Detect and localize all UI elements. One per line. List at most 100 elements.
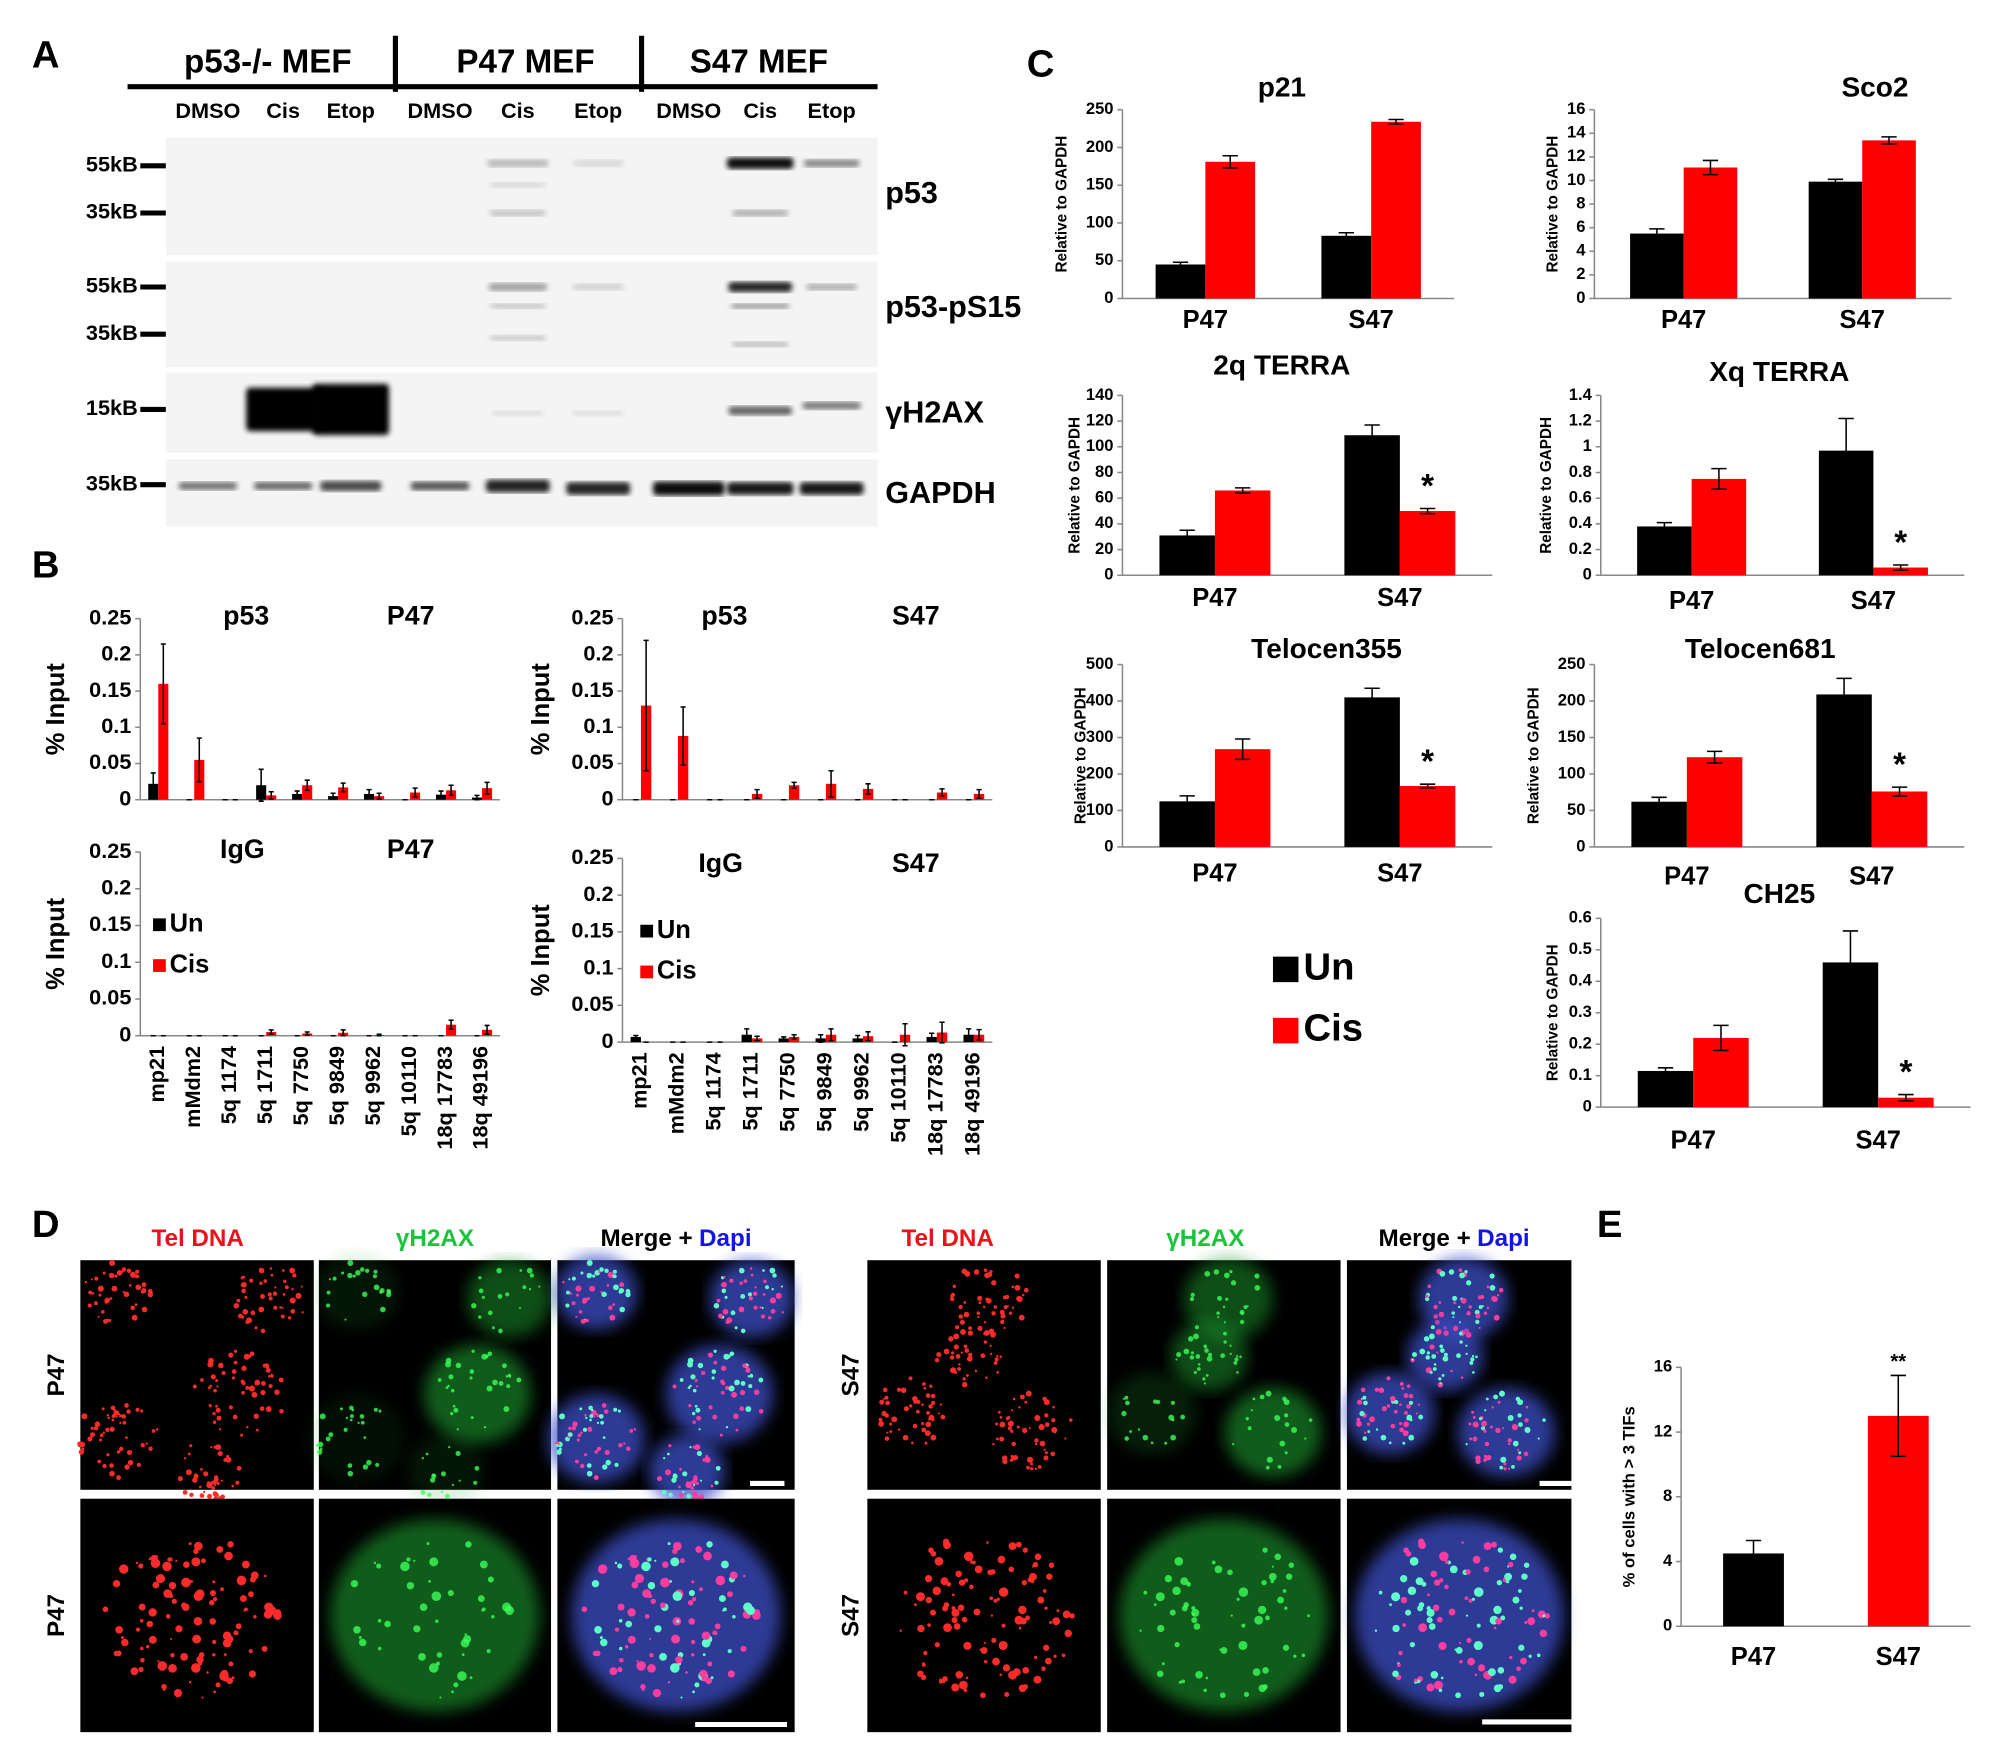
merge-spot (1455, 1692, 1461, 1699)
telomere-spot (939, 1403, 943, 1406)
merge-spot (601, 1403, 607, 1408)
y-tick-label: 0.15 (571, 918, 613, 943)
merge-spot (1409, 1418, 1413, 1422)
merge-spot (688, 1618, 695, 1625)
merge-spot (586, 1272, 593, 1279)
merge-spot (687, 1386, 691, 1390)
telomere-spot (148, 1446, 153, 1451)
blot-band (489, 335, 546, 341)
merge-spot (1497, 1667, 1505, 1674)
merge-spot (1433, 1363, 1437, 1366)
merge-spot (1451, 1311, 1456, 1315)
telomere-spot (924, 1575, 933, 1583)
telomere-spot (993, 1305, 998, 1309)
x-tick-label: P47 (1183, 306, 1228, 334)
merge-spot (1512, 1440, 1519, 1447)
telomere-spot (1012, 1668, 1021, 1677)
merge-spot (682, 1471, 688, 1477)
telomere-spot (1000, 1319, 1005, 1325)
merge-spot (669, 1580, 673, 1583)
nucleus (316, 1254, 398, 1330)
h2ax-focus (456, 1428, 459, 1431)
y-tick-label: 250 (1086, 99, 1114, 118)
telomere-spot (977, 1315, 980, 1319)
telomere-spot (90, 1435, 93, 1439)
merge-spot (614, 1627, 620, 1632)
merge-spot (649, 1637, 652, 1640)
h2ax-focus (1156, 1400, 1161, 1405)
error-bar (1890, 1374, 1906, 1458)
h2ax-focus (1283, 1399, 1290, 1406)
error-bar (268, 791, 274, 800)
telomere-spot (90, 1278, 93, 1281)
h2ax-focus (445, 1357, 452, 1364)
telomere-spot (1052, 1405, 1055, 1409)
telomere-spot (175, 1625, 183, 1633)
telomere-spot (969, 1584, 974, 1590)
merge-spot (740, 1645, 747, 1652)
telomere-spot (1044, 1606, 1048, 1610)
merge-spot (633, 1428, 637, 1431)
telomere-spot (924, 1430, 931, 1437)
telomere-spot (921, 1403, 924, 1406)
merge-spot (1476, 1623, 1481, 1628)
merge-spot (1426, 1606, 1431, 1611)
merge-spot (692, 1492, 699, 1498)
h2ax-focus (1193, 1370, 1197, 1374)
merge-spot (705, 1677, 712, 1685)
y-axis-label: % Input (42, 663, 70, 756)
merge-spot (600, 1638, 608, 1647)
h2ax-focus (1284, 1451, 1288, 1455)
telomere-spot (955, 1570, 962, 1578)
telomere-spot (177, 1476, 183, 1482)
row-label: S47 (837, 1594, 864, 1637)
telomere-spot (138, 1666, 144, 1673)
merge-spot (1471, 1597, 1475, 1601)
legend-label: Cis (170, 950, 210, 978)
legend-label: Un (657, 916, 691, 944)
h2ax-focus (1234, 1357, 1239, 1362)
merge-spot (1496, 1293, 1500, 1297)
telomere-spot (936, 1352, 942, 1358)
h2ax-focus (349, 1414, 354, 1419)
h2ax-focus (498, 1381, 504, 1386)
telomere-spot (240, 1379, 245, 1384)
merge-spot (1402, 1430, 1409, 1437)
merge-spot (679, 1378, 684, 1382)
merge-spot (619, 1282, 625, 1288)
h2ax-focus (450, 1388, 455, 1393)
telomere-spot (213, 1388, 217, 1393)
merge-spot (1473, 1640, 1483, 1651)
telomere-spot (114, 1274, 118, 1278)
merge-spot (592, 1274, 596, 1278)
telomere-spot (125, 1436, 128, 1439)
telomere-spot (966, 1355, 973, 1362)
merge-spot (740, 1294, 746, 1299)
h2ax-focus (1187, 1336, 1194, 1342)
micrograph (867, 1260, 1101, 1490)
merge-spot (647, 1557, 652, 1562)
merge-spot (1356, 1420, 1362, 1427)
merge-spot (1542, 1614, 1546, 1618)
x-tick-label: 18q 49196 (468, 1046, 493, 1150)
telomere-spot (263, 1279, 268, 1283)
merge-spot (1386, 1404, 1391, 1408)
y-tick-label: 1.4 (1569, 385, 1593, 404)
h2ax-focus (428, 1663, 439, 1673)
telomere-spot (131, 1314, 138, 1321)
merge-spot (728, 1385, 735, 1392)
telomere-spot (259, 1281, 263, 1286)
h2ax-focus (1268, 1572, 1277, 1581)
telomere-spot (951, 1593, 955, 1597)
h2ax-focus (455, 1450, 461, 1457)
merge-spot (1405, 1609, 1412, 1616)
merge-spot (1374, 1629, 1378, 1632)
significance: * (1421, 468, 1434, 505)
merge-spot (609, 1667, 618, 1676)
merge-spot (1398, 1422, 1403, 1426)
merge-spot (1436, 1351, 1439, 1354)
h2ax-focus (360, 1420, 365, 1425)
telomere-spot (964, 1382, 967, 1385)
h2ax-focus (470, 1416, 474, 1420)
